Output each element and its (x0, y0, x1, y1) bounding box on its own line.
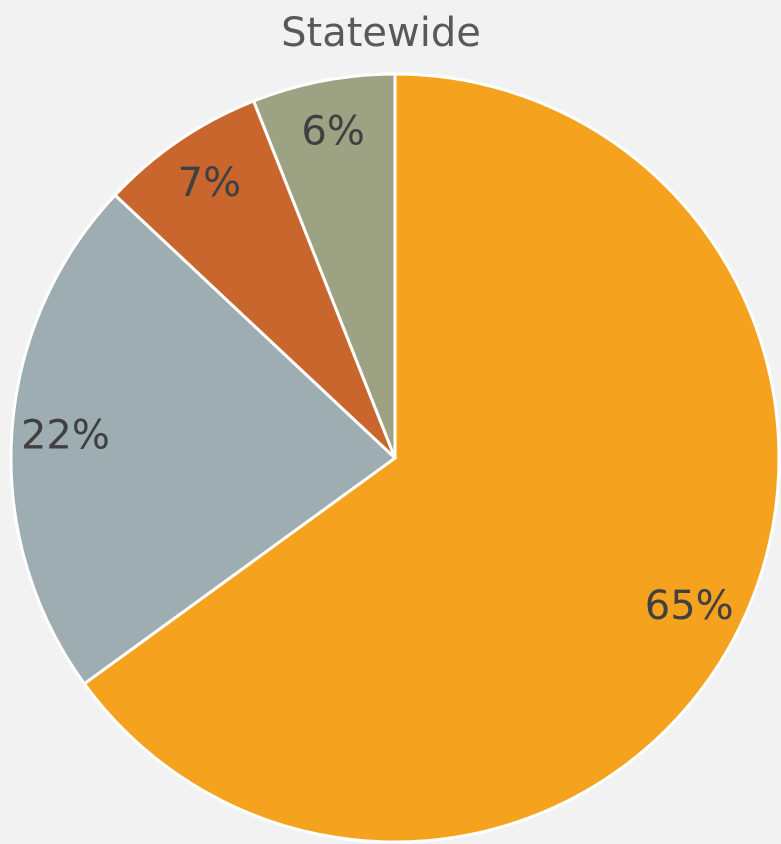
pie-slice (82, 72, 781, 844)
chart-title: Statewide (281, 10, 481, 56)
data-label: 6% (301, 109, 364, 155)
pie-slice (9, 193, 398, 686)
data-label: 7% (178, 160, 241, 206)
data-label: 22% (21, 412, 110, 458)
pie-slice (251, 72, 397, 459)
pie-slice (112, 99, 397, 460)
data-label: 65% (645, 583, 734, 629)
